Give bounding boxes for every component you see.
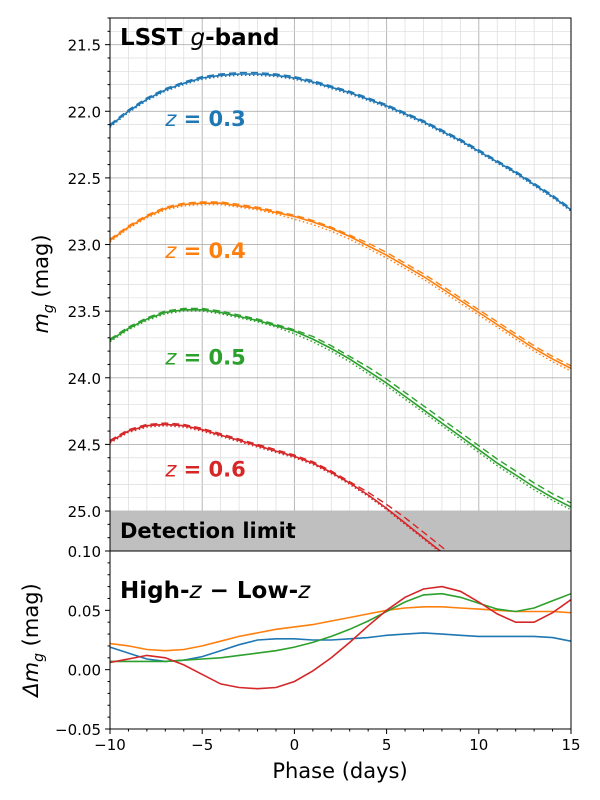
y-tick-label: 24.5 (68, 436, 101, 454)
top-series-labels: z = 0.3 z = 0.4 z = 0.5 z = 0.6 (164, 107, 245, 481)
x-tick-label: 0 (290, 736, 300, 754)
y-tick-label: 0.05 (68, 602, 101, 620)
series-line-4-solid (110, 423, 442, 551)
bottom-frame (109, 550, 572, 730)
y-tick-label: 0.00 (68, 662, 101, 680)
series-label-3: z = 0.5 (164, 345, 245, 369)
x-tick-label: −10 (94, 736, 126, 754)
bottom-series-lines (110, 585, 571, 690)
series-line-3-dashed (110, 307, 571, 504)
series-label-4: z = 0.6 (164, 457, 245, 481)
detection-limit-region (110, 511, 571, 551)
bottom-y-axis-label: Δmg (mag) (19, 583, 47, 698)
x-tick-label: 5 (382, 736, 392, 754)
diff-line-4 (110, 585, 571, 690)
detection-limit-band: Detection limit (110, 511, 571, 551)
bottom-y-axis: −0.05 0.00 0.05 0.10 (55, 543, 110, 739)
series-label-1: z = 0.3 (164, 107, 245, 131)
top-y-axis: 21.5 22.0 22.5 23.0 23.5 24.0 24.5 25.0 (68, 17, 110, 552)
y-tick-label: 21.5 (68, 37, 101, 55)
series-line-2-solid (110, 202, 571, 370)
y-tick-label: 22.5 (68, 170, 101, 188)
y-tick-label: 23.0 (68, 237, 101, 255)
series-line-1-solid (110, 73, 571, 211)
top-y-axis-label: mg (mag) (29, 234, 57, 333)
bottom-panel: High-z − Low-z −0.05 0.00 0.05 0.10 −10 −5 0 5… (19, 543, 581, 783)
y-tick-label: −0.05 (55, 721, 101, 739)
bottom-annotation: High-z − Low-z (120, 578, 311, 604)
x-tick-label: −5 (191, 736, 213, 754)
series-line-2-dashed (110, 201, 571, 367)
detection-limit-label: Detection limit (120, 519, 296, 543)
bottom-x-axis: −10 −5 0 5 10 15 (94, 729, 581, 754)
top-series-lines (110, 71, 571, 551)
diff-line-3 (110, 592, 571, 663)
y-tick-label: 24.0 (68, 370, 101, 388)
series-line-4-dashed (110, 422, 449, 551)
y-tick-label: 25.0 (68, 503, 101, 521)
series-line-1-dotted (110, 74, 571, 212)
diff-line-2 (110, 605, 571, 652)
y-tick-label: 23.5 (68, 303, 101, 321)
x-axis-label: Phase (days) (272, 759, 407, 783)
series-line-1-dashed (110, 71, 571, 210)
top-title: LSST g-band (120, 25, 279, 51)
series-line-3-dotted (110, 310, 571, 511)
y-tick-label: 22.0 (68, 103, 101, 121)
series-label-2: z = 0.4 (164, 239, 245, 263)
y-tick-label: 0.10 (68, 543, 101, 561)
series-line-2-dotted (110, 203, 571, 372)
x-tick-label: 15 (561, 736, 580, 754)
series-line-4-dotted (110, 424, 440, 551)
top-panel: Detection limit z = 0.3z = 0.4z = 0.5z =… (29, 17, 572, 552)
series-line-3-solid (110, 308, 571, 508)
x-tick-label: 10 (469, 736, 488, 754)
